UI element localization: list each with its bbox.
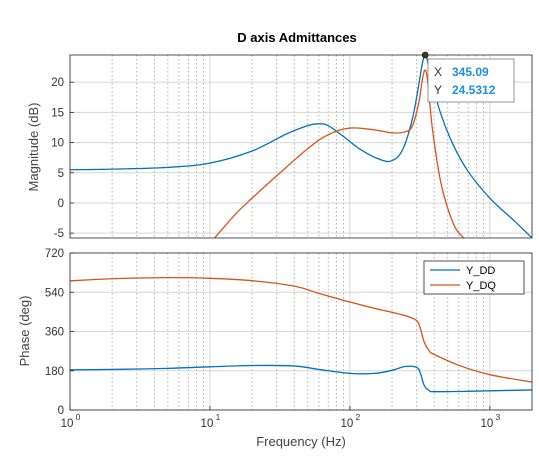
magnitude-y-tick-label: -5: [54, 228, 64, 240]
svg-text:3: 3: [496, 412, 501, 422]
phase-series-y-dq: [70, 276, 532, 383]
x-tick-label: 102: [341, 412, 361, 430]
datatip-y-value: 24.5312: [452, 83, 496, 97]
svg-text:10: 10: [61, 418, 74, 430]
x-tick-label: 100: [61, 412, 81, 430]
svg-text:10: 10: [480, 418, 493, 430]
magnitude-axes[interactable]: -5 0 5 10 15 20 Magnitude (dB) X 345.09 Y 24.531…: [26, 51, 533, 240]
magnitude-axes-frame: [69, 54, 533, 239]
figure-title: D axis Admittances: [237, 30, 356, 45]
magnitude-y-ticks: -5 0 5 10 15 20: [51, 77, 74, 240]
magnitude-series: [70, 55, 532, 238]
phase-y-ticks: 0 180 360 540 720: [45, 248, 74, 417]
datatip-y-label: Y: [434, 83, 442, 97]
datatip-marker[interactable]: [421, 51, 429, 59]
svg-text:0: 0: [76, 412, 81, 422]
svg-text:2: 2: [356, 412, 361, 422]
svg-text:10: 10: [201, 418, 214, 430]
legend-label-y-dd: Y_DD: [466, 265, 495, 277]
legend-box: [423, 260, 525, 295]
magnitude-y-tick-label: 10: [51, 138, 64, 150]
datatip-x-label: X: [434, 65, 442, 79]
x-axis-label: Frequency (Hz): [256, 434, 346, 449]
legend[interactable]: Y_DD Y_DQ: [423, 260, 525, 295]
phase-y-tick-label: 0: [58, 405, 64, 417]
datatip-x-value: 345.09: [452, 65, 489, 79]
magnitude-y-label: Magnitude (dB): [26, 103, 41, 192]
magnitude-series-y-dd: [70, 55, 532, 238]
magnitude-series-y-dq: [214, 69, 465, 238]
svg-text:1: 1: [216, 412, 221, 422]
magnitude-y-tick-label: 0: [58, 198, 64, 210]
svg-text:10: 10: [341, 418, 354, 430]
phase-series: [70, 276, 532, 393]
x-tick-label: 101: [201, 412, 221, 430]
magnitude-grid: [69, 55, 533, 238]
datatip[interactable]: X 345.09 Y 24.5312: [421, 51, 515, 103]
phase-series-y-dd: [70, 364, 532, 393]
x-tick-label: 103: [480, 412, 500, 430]
magnitude-y-tick-label: 5: [58, 168, 64, 180]
phase-y-label: Phase (deg): [17, 296, 32, 367]
phase-y-tick-label: 720: [45, 248, 64, 260]
phase-y-tick-label: 360: [45, 327, 64, 339]
phase-y-tick-label: 540: [45, 287, 64, 299]
magnitude-y-tick-label: 20: [51, 77, 64, 89]
legend-label-y-dq: Y_DQ: [466, 280, 496, 292]
phase-y-tick-label: 180: [45, 366, 64, 378]
datatip-box[interactable]: [427, 58, 515, 103]
magnitude-y-tick-label: 15: [51, 107, 64, 119]
